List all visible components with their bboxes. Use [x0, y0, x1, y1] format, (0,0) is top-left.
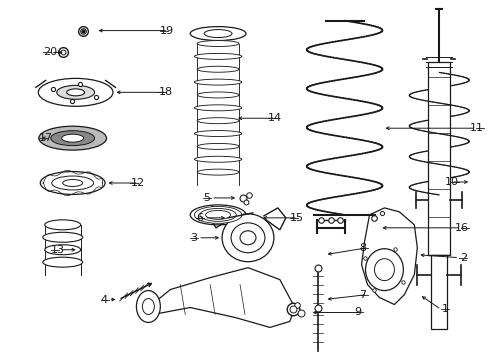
Text: 8: 8: [360, 243, 367, 253]
Ellipse shape: [43, 232, 83, 242]
Text: 20: 20: [43, 48, 57, 58]
Ellipse shape: [197, 169, 239, 175]
Ellipse shape: [40, 171, 105, 194]
Ellipse shape: [197, 143, 239, 149]
Bar: [431, 255, 447, 329]
Ellipse shape: [195, 105, 242, 111]
Ellipse shape: [38, 78, 113, 106]
Ellipse shape: [200, 208, 236, 221]
Text: 6: 6: [196, 213, 203, 223]
Text: 19: 19: [160, 26, 174, 36]
Ellipse shape: [39, 126, 106, 150]
Ellipse shape: [190, 27, 246, 41]
Ellipse shape: [197, 118, 239, 124]
Ellipse shape: [63, 180, 83, 186]
Text: 13: 13: [51, 245, 65, 255]
Text: 12: 12: [130, 178, 145, 188]
Text: 17: 17: [39, 133, 53, 143]
Ellipse shape: [197, 66, 239, 72]
Text: 2: 2: [460, 253, 467, 263]
Text: 15: 15: [290, 213, 304, 223]
Ellipse shape: [67, 89, 85, 96]
Text: 18: 18: [158, 87, 172, 97]
Ellipse shape: [205, 210, 231, 219]
Polygon shape: [362, 208, 417, 305]
Text: 1: 1: [442, 305, 449, 315]
Ellipse shape: [51, 131, 95, 146]
Ellipse shape: [195, 131, 242, 136]
Ellipse shape: [136, 291, 160, 323]
Ellipse shape: [195, 156, 242, 162]
Ellipse shape: [197, 41, 239, 46]
Bar: [428, 62, 450, 255]
Ellipse shape: [197, 92, 239, 98]
Ellipse shape: [143, 298, 154, 315]
Text: 4: 4: [100, 294, 108, 305]
Text: 9: 9: [355, 307, 362, 318]
Ellipse shape: [57, 85, 95, 99]
Text: 5: 5: [203, 193, 210, 203]
Ellipse shape: [45, 220, 81, 230]
Ellipse shape: [222, 214, 274, 262]
Text: 10: 10: [445, 177, 459, 187]
Ellipse shape: [190, 205, 246, 225]
Ellipse shape: [204, 30, 232, 37]
Polygon shape: [148, 268, 295, 328]
Ellipse shape: [366, 249, 403, 291]
Text: 11: 11: [470, 123, 484, 133]
Text: 7: 7: [360, 289, 367, 300]
Ellipse shape: [195, 79, 242, 85]
Ellipse shape: [62, 134, 84, 142]
Text: 3: 3: [190, 233, 197, 243]
Ellipse shape: [52, 176, 94, 190]
Ellipse shape: [45, 245, 81, 255]
Ellipse shape: [195, 53, 242, 59]
Text: 14: 14: [268, 113, 282, 123]
Ellipse shape: [374, 259, 394, 280]
Ellipse shape: [240, 231, 256, 245]
Ellipse shape: [231, 223, 265, 253]
Text: 16: 16: [455, 223, 469, 233]
Ellipse shape: [195, 206, 242, 223]
Ellipse shape: [43, 257, 83, 267]
